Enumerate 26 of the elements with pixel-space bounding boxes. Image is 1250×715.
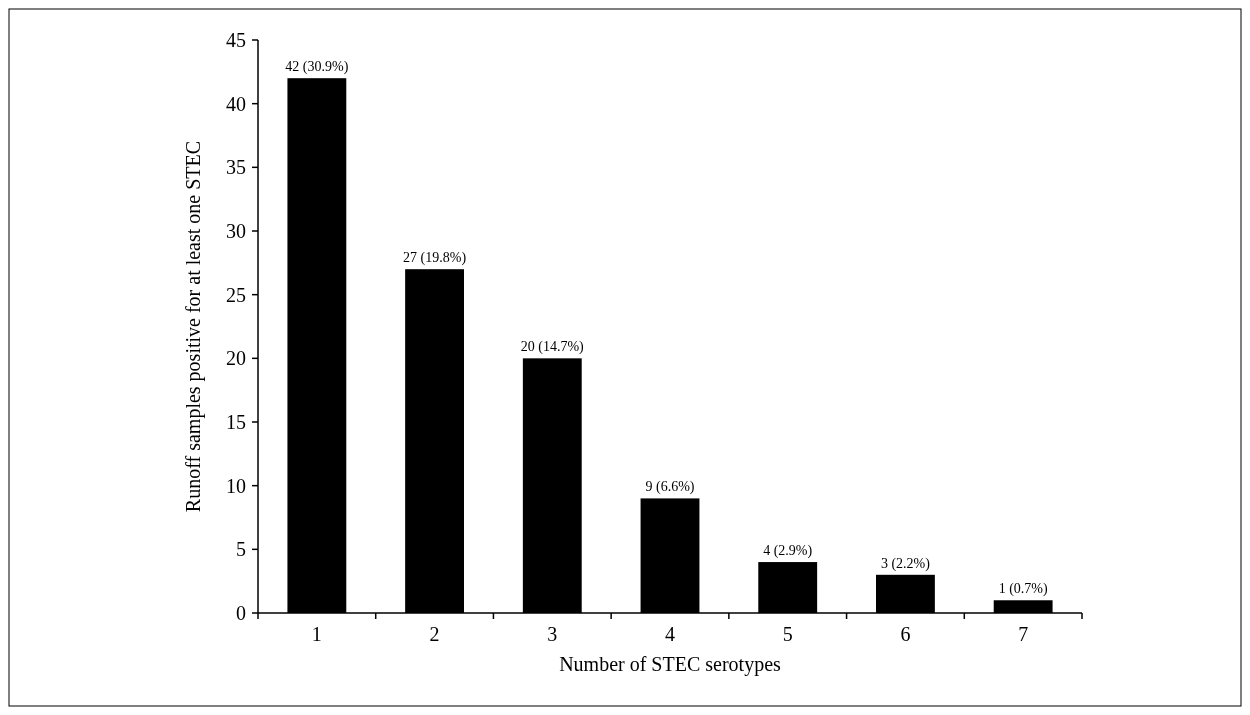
x-tick-label: 6 <box>900 623 911 645</box>
x-tick-label: 4 <box>665 623 675 645</box>
x-tick-label: 3 <box>547 623 558 645</box>
data-label: 3 (2.2%) <box>880 555 931 572</box>
y-tick-label: 15 <box>226 411 246 433</box>
y-tick-label: 20 <box>226 347 246 370</box>
data-label: 9 (6.6%) <box>645 479 695 496</box>
data-label: 1 (0.7%) <box>998 581 1048 598</box>
data-label: 20 (14.7%) <box>520 339 585 356</box>
y-axis-title: Runoff samples positive for at least one STEC <box>182 140 205 513</box>
data-label: 42 (30.9%) <box>285 59 349 76</box>
x-tick-label: 5 <box>782 623 793 645</box>
data-label: 4 (2.9%) <box>763 543 813 560</box>
x-axis-title: Number of STEC serotypes <box>559 653 782 676</box>
y-tick-label: 30 <box>226 220 246 242</box>
y-tick-label: 40 <box>226 92 246 115</box>
y-tick-label: 0 <box>236 602 246 624</box>
y-tick-label: 5 <box>236 538 246 561</box>
x-tick-label: 1 <box>311 623 322 645</box>
y-tick-label: 45 <box>226 29 246 51</box>
data-label: 27 (19.8%) <box>403 250 467 267</box>
y-tick-label: 35 <box>226 156 246 179</box>
x-tick-label: 2 <box>429 623 440 645</box>
y-tick-label: 25 <box>226 283 246 306</box>
y-tick-label: 10 <box>226 474 246 497</box>
x-tick-label: 7 <box>1018 623 1029 645</box>
